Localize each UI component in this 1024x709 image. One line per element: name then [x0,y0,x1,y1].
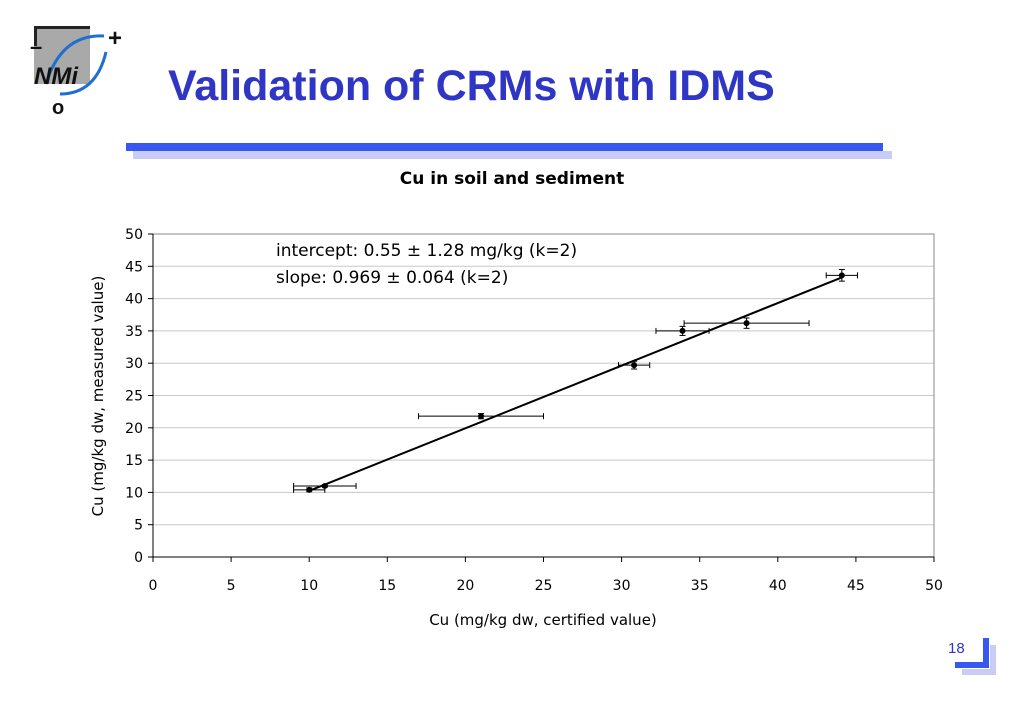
data-point [631,362,638,369]
y-tick-label: 25 [125,389,143,405]
data-point [306,486,313,493]
chart-title: Cu in soil and sediment [400,169,625,189]
x-tick-label: 15 [378,578,396,594]
x-tick-label: 30 [613,578,631,594]
logo-plus: + [108,25,122,52]
x-tick-label: 35 [691,578,709,594]
y-tick-label: 5 [134,518,143,534]
logo-o: o [52,97,64,119]
y-tick-label: 15 [125,453,143,469]
data-point [838,272,845,279]
logo-arc-icon [44,34,105,85]
y-tick-label: 35 [125,324,143,340]
logo-left-bar [34,26,37,46]
data-point [321,482,328,489]
corner-decoration-shadow [962,645,996,675]
x-tick-label: 45 [847,578,865,594]
x-tick-label: 5 [227,578,236,594]
fit-line [308,276,843,492]
x-tick-label: 0 [149,578,158,594]
title-rule [126,143,883,151]
y-tick-label: 40 [125,292,143,308]
title-rule-shadow [133,151,892,159]
y-tick-label: 45 [125,259,143,275]
x-axis-label: Cu (mg/kg dw, certified value) [429,611,657,629]
x-tick-label: 10 [300,578,318,594]
x-tick-label: 25 [535,578,553,594]
x-tick-label: 20 [456,578,474,594]
y-tick-label: 50 [125,227,143,243]
x-tick-label: 50 [925,578,943,594]
y-axis-label: Cu (mg/kg dw, measured value) [89,276,107,517]
logo-arc-2-icon [59,51,108,96]
logo-minus: – [30,34,42,59]
x-tick-label: 40 [769,578,787,594]
y-tick-label: 30 [125,356,143,372]
data-point [679,327,686,334]
data-point [478,413,485,420]
y-tick-label: 10 [125,485,143,501]
plot-area: 0 5 10 15 20 25 30 35 40 45 50 0 5 10 15 20 25 30 35 40 45 50 [125,227,943,594]
corner-decoration-icon [955,638,989,668]
slide-title: Validation of CRMs with IDMS [168,62,775,110]
logo-text: NMi [34,63,79,90]
logo-top-bar [34,26,90,29]
nmi-logo: – + NMi o [30,25,122,119]
data-point [743,320,750,327]
annotation-intercept: intercept: 0.55 ± 1.28 mg/kg (k=2) [276,241,577,261]
y-tick-label: 0 [134,550,143,566]
y-tick-label: 20 [125,421,143,437]
annotation-slope: slope: 0.969 ± 0.064 (k=2) [276,268,508,288]
page-number: 18 [948,640,965,657]
